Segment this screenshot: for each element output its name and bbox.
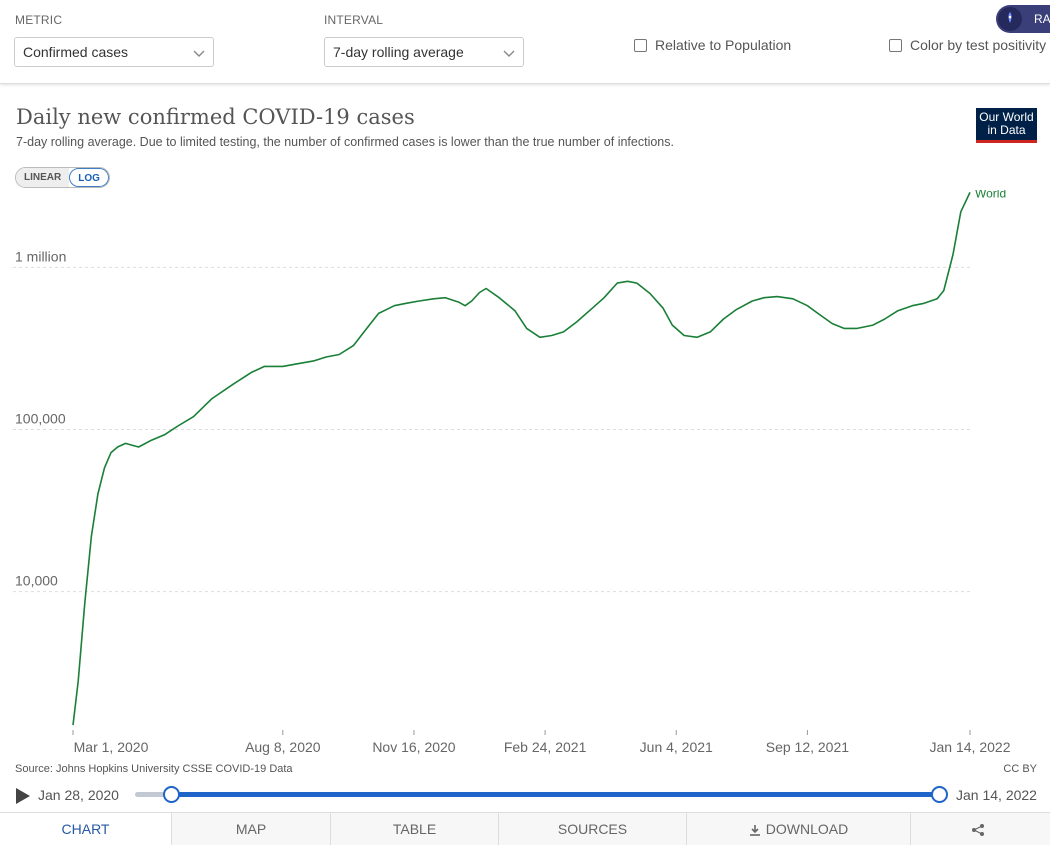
tab-share[interactable] [911, 813, 1050, 845]
logo-line1: Our World [979, 110, 1034, 124]
metric-select-value: Confirmed cases [23, 44, 129, 60]
rapid-label: RA [1034, 12, 1050, 26]
x-tick-label: Feb 24, 2021 [504, 739, 587, 755]
x-tick-label: Jan 14, 2022 [930, 739, 1011, 755]
metric-select[interactable]: Confirmed cases [14, 37, 214, 67]
scale-log-button[interactable]: LOG [69, 168, 109, 187]
chart-subtitle: 7-day rolling average. Due to limited te… [16, 135, 674, 149]
play-icon[interactable] [16, 788, 30, 804]
y-tick-label: 10,000 [15, 573, 58, 589]
logo-line2: in Data [987, 123, 1026, 137]
tab-map[interactable]: MAP [172, 813, 331, 845]
relative-to-population-option[interactable]: Relative to Population [634, 37, 791, 53]
scale-linear-button[interactable]: LINEAR [16, 168, 70, 187]
metric-label: METRIC [15, 13, 63, 27]
source-note: Source: Johns Hopkins University CSSE CO… [15, 763, 293, 775]
timeline-end-label: Jan 14, 2022 [956, 787, 1037, 803]
x-tick-label: Aug 8, 2020 [245, 739, 321, 755]
chart-title: Daily new confirmed COVID-19 cases [16, 105, 415, 129]
timeline-start-label: Jan 28, 2020 [38, 787, 119, 803]
x-tick-label: Mar 1, 2020 [74, 739, 149, 755]
rapid-button[interactable]: RA [996, 5, 1050, 33]
y-tick-label: 1 million [15, 248, 66, 264]
tab-table[interactable]: TABLE [331, 813, 499, 845]
interval-select[interactable]: 7-day rolling average [324, 37, 524, 67]
tab-bar: CHART MAP TABLE SOURCES DOWNLOAD [0, 812, 1050, 845]
line-chart: 10,000 100,000 1 million Mar 1, 2020 Aug 8, … [13, 190, 1011, 755]
x-tick-label: Nov 16, 2020 [372, 739, 455, 755]
interval-select-value: 7-day rolling average [333, 44, 464, 60]
license-link[interactable]: CC BY [1003, 763, 1037, 775]
tab-download[interactable]: DOWNLOAD [687, 813, 911, 845]
rocket-icon [998, 7, 1022, 31]
x-tick-label: Jun 4, 2021 [640, 739, 713, 755]
series-line-world [72, 192, 971, 726]
color-positivity-label: Color by test positivity [910, 37, 1047, 53]
tab-sources[interactable]: SOURCES [499, 813, 687, 845]
color-by-positivity-option[interactable]: Color by test positivity [889, 37, 1046, 53]
timeline: Jan 28, 2020 Jan 14, 2022 [0, 782, 1050, 810]
chart-frame [0, 92, 1050, 845]
controls-bar: METRIC Confirmed cases INTERVAL 7-day ro… [0, 0, 1050, 84]
scale-toggle[interactable]: LINEAR LOG [15, 167, 110, 188]
x-tick-label: Sep 12, 2021 [766, 739, 850, 755]
tab-chart[interactable]: CHART [0, 813, 172, 845]
relative-label: Relative to Population [655, 37, 792, 53]
relative-checkbox[interactable] [634, 38, 647, 52]
tab-download-label: DOWNLOAD [765, 821, 849, 837]
interval-label: INTERVAL [324, 13, 384, 27]
series-label: World [975, 190, 1006, 200]
chevron-down-icon [193, 50, 205, 57]
chevron-down-icon [503, 50, 515, 57]
color-positivity-checkbox[interactable] [889, 38, 902, 52]
share-icon [972, 824, 984, 837]
timeline-start-handle[interactable] [163, 786, 180, 803]
owid-logo[interactable]: Our World in Data [976, 108, 1037, 143]
y-tick-label: 100,000 [15, 410, 66, 426]
timeline-range-fill [171, 792, 940, 797]
download-icon [749, 825, 760, 837]
timeline-end-handle[interactable] [931, 786, 948, 803]
